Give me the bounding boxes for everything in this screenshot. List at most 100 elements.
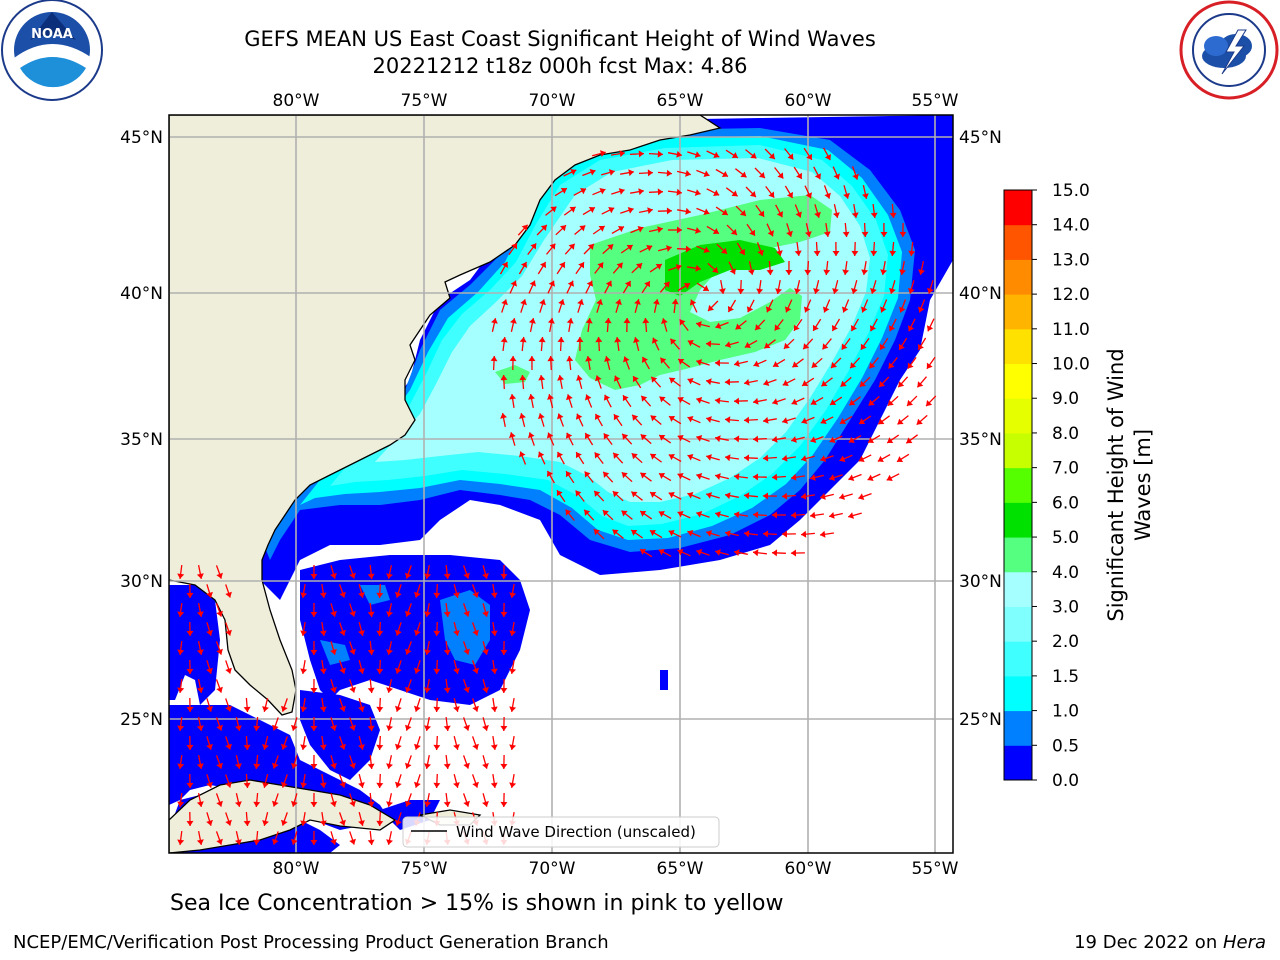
wave-direction-arrowhead [367,573,375,579]
wave-direction-arrowhead [520,299,527,306]
wave-direction-arrowhead [528,394,535,400]
wave-direction-arrowhead [570,169,577,176]
wave-direction-arrowhead [177,725,185,731]
lat-tick-right: 35°N [959,430,1002,450]
wave-direction-arrowhead [310,650,318,655]
wave-direction-arrowhead [644,281,650,288]
colorbar-segment [1004,571,1032,607]
wave-direction-arrowhead [566,318,574,324]
wave-direction-arrowhead [801,530,807,538]
wave-direction-arrowhead [453,668,460,674]
wave-direction-arrowhead [587,244,594,250]
wave-direction-arrowhead [196,801,204,807]
wave-direction-arrowhead [651,376,658,383]
wave-direction-arrowhead [752,473,758,481]
wave-direction-arrowhead [821,380,828,387]
colorbar-tick-label: 10.0 [1052,355,1090,375]
wave-direction-arrowhead [453,592,460,598]
wave-direction-arrowhead [706,492,712,499]
wave-direction-arrowhead [658,511,665,518]
wave-direction-arrowhead [734,549,740,557]
wave-direction-arrowhead [319,744,327,750]
wave-direction-arrowhead [613,375,621,382]
wave-direction-arrowhead [414,591,421,598]
wave-direction-arrowhead [842,231,850,237]
wave-direction-arrowhead [395,743,402,750]
wave-direction-arrowhead [706,340,712,348]
wave-direction-arrowhead [899,306,906,313]
wave-direction-arrowhead [603,471,610,478]
lon-tick-top: 60°W [785,91,832,111]
wave-direction-arrowhead [330,686,337,693]
wave-direction-arrowhead [870,250,878,256]
colorbar-tick-label: 1.5 [1052,667,1079,687]
wave-direction-arrowhead [814,173,821,180]
wave-direction-arrowhead [433,782,441,788]
wave-direction-arrowhead [272,838,279,845]
wave-direction-arrowhead [687,378,694,385]
wave-direction-arrowhead [206,781,213,788]
wave-direction-arrowhead [206,743,213,750]
wave-direction-arrowhead [253,725,261,731]
wave-direction-arrowhead [358,592,365,598]
wave-direction-arrowhead [580,188,587,195]
wave-direction-arrowhead [358,820,365,826]
wave-direction-arrowhead [623,318,631,324]
wave-direction-arrowhead [687,492,694,499]
wave-direction-arrowhead [593,529,600,536]
wave-direction-arrowhead [695,227,701,234]
wave-direction-arrowhead [839,455,846,462]
wave-direction-arrowhead [791,511,797,519]
wave-direction-arrowhead [216,686,223,693]
colorbar-tick-label: 3.0 [1052,597,1079,617]
wave-direction-arrowhead [262,706,269,712]
wave-direction-arrowhead [813,288,820,294]
wave-direction-arrowhead [501,299,508,306]
wave-direction-arrowhead [482,801,489,807]
wave-direction-arrowhead [500,763,508,769]
wave-direction-arrowhead [750,152,757,159]
wave-direction-arrowhead [291,800,298,807]
wave-direction-arrowhead [538,375,546,381]
wave-direction-arrowhead [626,245,633,251]
wave-direction-arrowhead [926,400,933,407]
colorbar-tick-label: 14.0 [1052,216,1090,236]
wave-direction-arrowhead [472,667,479,674]
wave-direction-arrowhead [677,511,684,518]
wave-direction-arrowhead [546,432,554,439]
lon-ticks-top: 80°W 75°W 70°W 65°W 60°W 55°W [273,91,959,111]
lon-tick-top: 70°W [529,91,576,111]
wave-direction-arrowhead [395,705,402,712]
wave-direction-arrowhead [907,399,913,406]
wave-direction-arrowhead [557,413,564,420]
wave-direction-arrowhead [753,435,759,443]
wave-direction-arrowhead [186,668,194,674]
wave-direction-arrowhead [616,262,623,269]
wave-direction-arrowhead [918,306,925,313]
wave-direction-arrowhead [216,762,223,769]
wave-direction-arrowhead [216,724,223,731]
wave-direction-arrowhead [414,629,421,636]
wave-direction-arrowhead [715,549,721,556]
wave-direction-arrowhead [633,337,640,343]
wave-direction-arrowhead [790,549,796,557]
wave-direction-arrowhead [557,337,565,343]
wave-direction-arrowhead [870,288,877,294]
wave-direction-arrowhead [186,706,194,712]
wave-direction-arrowhead [772,473,778,481]
wave-direction-arrowhead [632,414,639,421]
wave-direction-arrowhead [482,611,489,617]
sea-ice-note: Sea Ice Concentration > 15% is shown in … [170,891,784,916]
wave-direction-arrowhead [602,510,609,517]
wave-direction-arrowhead [225,819,232,826]
wave-direction-arrowhead [670,338,677,345]
wave-direction-arrowhead [319,706,327,712]
wave-direction-arrowhead [433,706,441,712]
wave-direction-arrowhead [575,413,583,420]
wave-direction-arrowhead [724,378,730,386]
wave-direction-arrowhead [703,170,710,177]
wave-direction-arrowhead [243,744,251,750]
lat-tick-right: 30°N [959,572,1002,592]
wave-direction-arrowhead [889,212,897,218]
wave-direction-arrowhead [594,452,601,459]
